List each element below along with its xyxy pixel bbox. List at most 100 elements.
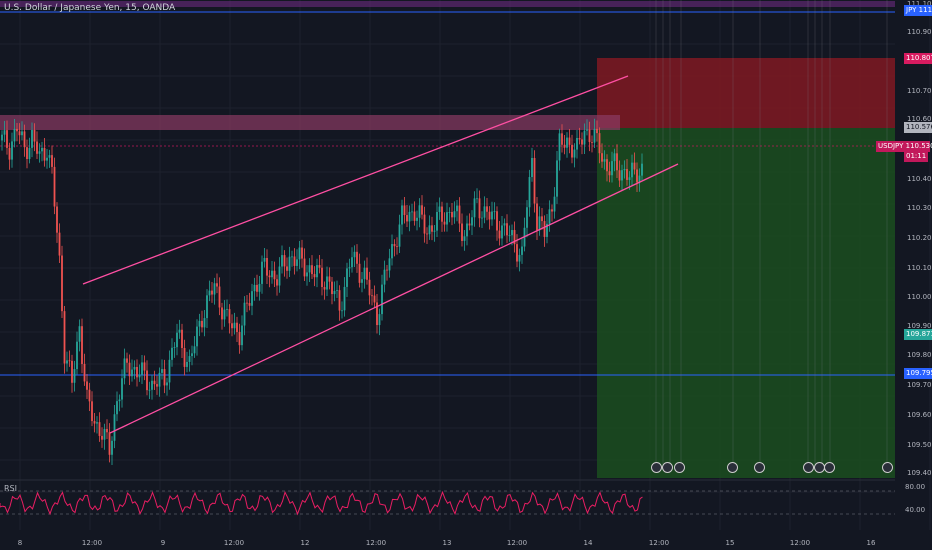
candle-body: [221, 307, 223, 320]
candle-body: [131, 369, 133, 377]
candle-body: [208, 290, 211, 296]
candle-body: [468, 223, 471, 226]
candle-body: [491, 211, 493, 220]
candle-body: [486, 206, 488, 212]
price-axis-label: 109.700: [907, 381, 932, 389]
candle-body: [383, 269, 386, 285]
candle-body: [571, 144, 573, 158]
candle-body: [88, 389, 91, 402]
candle-body: [611, 161, 613, 176]
candle-body: [23, 131, 26, 148]
candle-body: [298, 247, 301, 260]
candle-body: [211, 290, 213, 295]
candle-body: [533, 157, 536, 204]
price-axis-label: 111.100: [907, 0, 932, 8]
event-marker[interactable]: [803, 462, 814, 473]
candle-body: [418, 205, 421, 218]
event-marker[interactable]: [662, 462, 673, 473]
candle-body: [151, 380, 153, 390]
candle-body: [321, 267, 323, 288]
candle-body: [73, 369, 76, 383]
candle-body: [1, 134, 3, 141]
candle-body: [566, 137, 568, 148]
price-axis-label: 109.400: [907, 469, 932, 477]
candle-body: [441, 206, 443, 222]
rsi-title[interactable]: RSI: [4, 484, 17, 493]
candle-body: [613, 153, 616, 162]
candle-body: [8, 147, 11, 160]
candle-body: [543, 221, 546, 237]
current-symbol: USDJPY: [878, 142, 904, 150]
candle-body: [456, 205, 458, 212]
candle-body: [111, 440, 113, 455]
jpy-value: 111.000: [918, 6, 932, 14]
candle-body: [603, 159, 606, 162]
candle-body: [628, 177, 631, 180]
candle-body: [133, 366, 136, 370]
candle-body: [448, 212, 451, 213]
event-marker[interactable]: [674, 462, 685, 473]
candle-body: [363, 267, 366, 280]
candle-body: [626, 169, 628, 180]
time-axis-label: 14: [584, 539, 593, 547]
candle-body: [581, 139, 583, 145]
candle-body: [531, 157, 533, 178]
candle-body: [163, 369, 166, 386]
event-marker[interactable]: [824, 462, 835, 473]
candle-body: [351, 257, 353, 268]
candle-body: [76, 341, 78, 370]
jpy-label: JPY: [906, 6, 917, 14]
candle-body: [168, 359, 171, 383]
candle-body: [268, 275, 271, 278]
candle-body: [11, 141, 13, 160]
candle-body: [286, 266, 288, 271]
candle-body: [453, 211, 456, 218]
candle-body: [203, 318, 206, 328]
candle-body: [48, 155, 51, 158]
candle-body: [271, 270, 273, 278]
price-axis-label: 110.200: [907, 234, 932, 242]
candle-body: [516, 244, 518, 262]
candle-body: [641, 163, 643, 176]
candle-body: [606, 159, 608, 172]
candle-body: [358, 263, 361, 283]
candle-body: [91, 401, 93, 422]
candle-body: [108, 432, 111, 455]
candle-body: [416, 217, 418, 221]
price-tag-target: 109.871: [904, 329, 932, 340]
event-marker[interactable]: [754, 462, 765, 473]
candle-body: [371, 295, 373, 297]
candle-body: [588, 129, 591, 143]
candle-body: [423, 214, 426, 234]
time-axis-label: 9: [161, 539, 165, 547]
event-marker[interactable]: [727, 462, 738, 473]
candle-body: [461, 223, 463, 241]
candle-body: [218, 286, 221, 308]
candle-body: [583, 130, 586, 145]
candle-body: [438, 206, 441, 213]
candle-body: [391, 244, 393, 259]
candle-body: [406, 215, 408, 222]
candle-body: [366, 267, 368, 280]
candle-body: [526, 207, 528, 228]
time-axis-label: 12:00: [82, 539, 102, 547]
candle-body: [636, 169, 638, 183]
candle-body: [498, 230, 501, 239]
candle-body: [138, 374, 141, 378]
candle-body: [226, 309, 228, 310]
candle-body: [238, 332, 241, 346]
candle-body: [116, 401, 118, 415]
event-marker[interactable]: [882, 462, 893, 473]
candle-body: [608, 171, 611, 176]
candle-body: [528, 177, 531, 208]
candle-body: [231, 323, 233, 329]
candle-body: [401, 205, 403, 225]
symbol-title[interactable]: U.S. Dollar / Japanese Yen, 15, OANDA: [4, 3, 176, 13]
candle-body: [393, 244, 396, 247]
candle-body: [126, 358, 128, 363]
candle-body: [576, 137, 578, 150]
event-marker[interactable]: [651, 462, 662, 473]
candle-body: [81, 326, 83, 364]
candle-body: [176, 332, 178, 348]
